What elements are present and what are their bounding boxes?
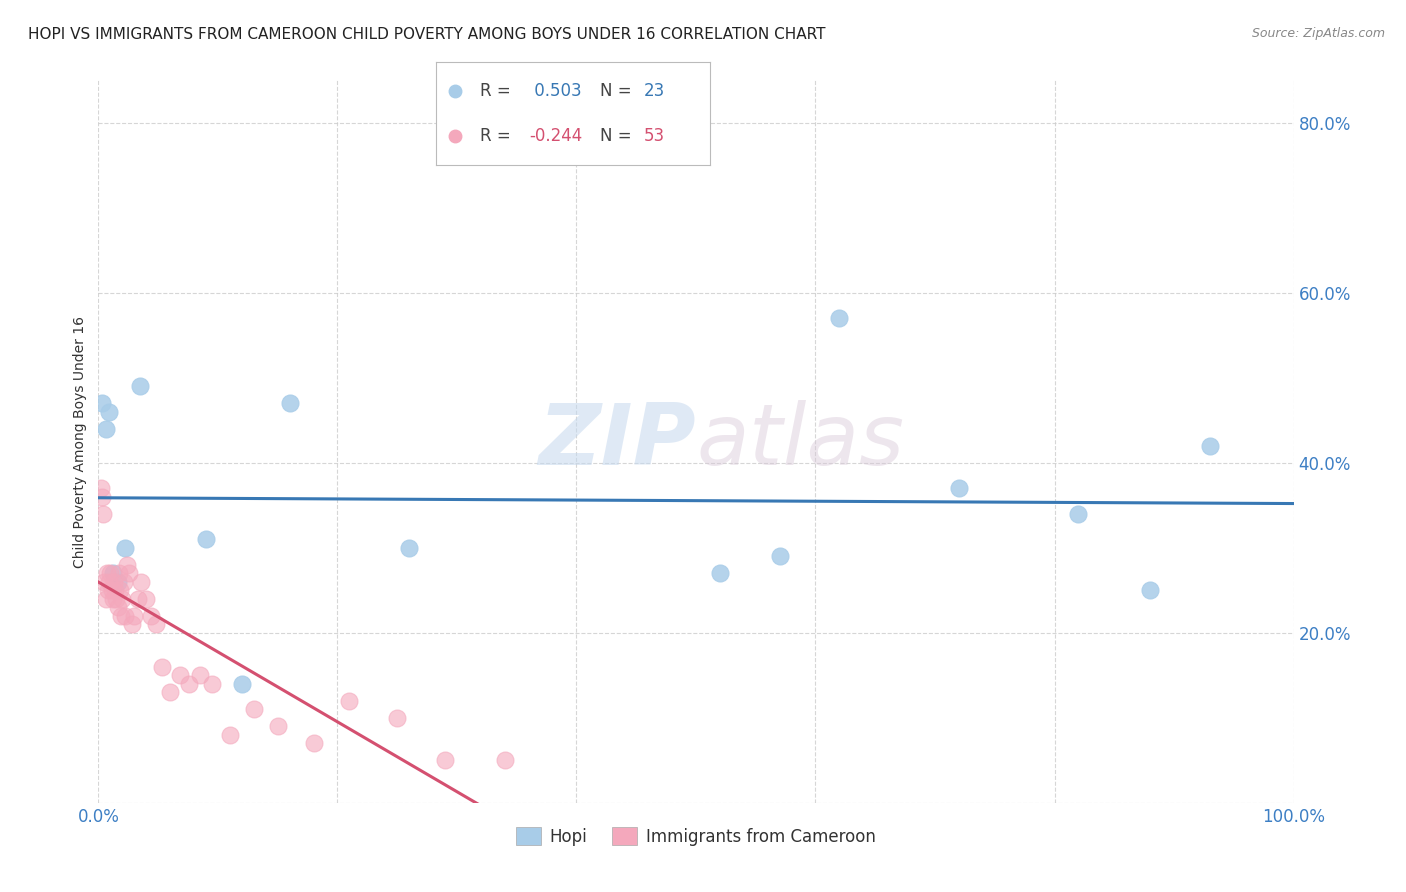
Text: R =: R = bbox=[479, 128, 516, 145]
Point bbox=[91, 396, 114, 410]
Point bbox=[145, 617, 167, 632]
Point bbox=[118, 566, 141, 581]
Point bbox=[127, 591, 149, 606]
Point bbox=[768, 549, 790, 564]
Point bbox=[709, 566, 731, 581]
Point bbox=[111, 591, 134, 606]
Text: HOPI VS IMMIGRANTS FROM CAMEROON CHILD POVERTY AMONG BOYS UNDER 16 CORRELATION C: HOPI VS IMMIGRANTS FROM CAMEROON CHILD P… bbox=[28, 27, 825, 42]
Text: ZIP: ZIP bbox=[538, 400, 696, 483]
Point bbox=[159, 685, 181, 699]
Point bbox=[124, 608, 146, 623]
Point bbox=[150, 660, 173, 674]
Point bbox=[188, 668, 211, 682]
Point bbox=[108, 583, 131, 598]
Point bbox=[91, 490, 114, 504]
Point bbox=[139, 608, 162, 623]
Text: N =: N = bbox=[600, 128, 637, 145]
Point bbox=[96, 566, 118, 581]
Point bbox=[112, 574, 135, 589]
Point bbox=[129, 379, 152, 393]
Point bbox=[201, 677, 224, 691]
Point bbox=[1067, 507, 1090, 521]
Point bbox=[219, 728, 242, 742]
Point bbox=[93, 574, 115, 589]
Point bbox=[98, 574, 121, 589]
Text: 0.503: 0.503 bbox=[529, 82, 582, 100]
Point bbox=[135, 591, 157, 606]
Point bbox=[90, 481, 112, 495]
Point bbox=[243, 702, 266, 716]
Point bbox=[101, 591, 124, 606]
Point bbox=[94, 591, 117, 606]
Point bbox=[385, 711, 409, 725]
Point bbox=[434, 753, 457, 767]
Point bbox=[948, 481, 970, 495]
Text: atlas: atlas bbox=[696, 400, 904, 483]
Point bbox=[100, 583, 122, 598]
Point bbox=[131, 574, 153, 589]
Y-axis label: Child Poverty Among Boys Under 16: Child Poverty Among Boys Under 16 bbox=[73, 316, 87, 567]
Point bbox=[114, 541, 136, 555]
Point bbox=[107, 566, 129, 581]
Point bbox=[302, 736, 325, 750]
Point bbox=[121, 617, 143, 632]
Point bbox=[169, 668, 191, 682]
Text: 23: 23 bbox=[644, 82, 665, 100]
Point bbox=[101, 566, 124, 581]
Point bbox=[105, 591, 128, 606]
Text: -0.244: -0.244 bbox=[529, 128, 582, 145]
Point bbox=[179, 677, 201, 691]
Point bbox=[114, 608, 136, 623]
Point bbox=[267, 719, 290, 733]
Point bbox=[104, 583, 127, 598]
Point bbox=[98, 566, 122, 581]
Text: N =: N = bbox=[600, 82, 637, 100]
Text: R =: R = bbox=[479, 82, 516, 100]
Text: 53: 53 bbox=[644, 128, 665, 145]
Point bbox=[828, 311, 851, 326]
Point bbox=[339, 694, 361, 708]
Point bbox=[110, 608, 132, 623]
Point bbox=[278, 396, 301, 410]
Point bbox=[103, 574, 125, 589]
Point bbox=[107, 574, 129, 589]
Point bbox=[231, 677, 253, 691]
Text: Source: ZipAtlas.com: Source: ZipAtlas.com bbox=[1251, 27, 1385, 40]
Point bbox=[115, 558, 138, 572]
Point bbox=[1199, 439, 1222, 453]
Point bbox=[1139, 583, 1161, 598]
Point bbox=[195, 533, 218, 547]
Point bbox=[91, 507, 114, 521]
Point bbox=[94, 422, 117, 436]
Point bbox=[107, 600, 129, 615]
Point bbox=[494, 753, 516, 767]
Point bbox=[398, 541, 420, 555]
Point bbox=[97, 583, 120, 598]
Point bbox=[98, 405, 121, 419]
Legend: Hopi, Immigrants from Cameroon: Hopi, Immigrants from Cameroon bbox=[509, 821, 883, 852]
